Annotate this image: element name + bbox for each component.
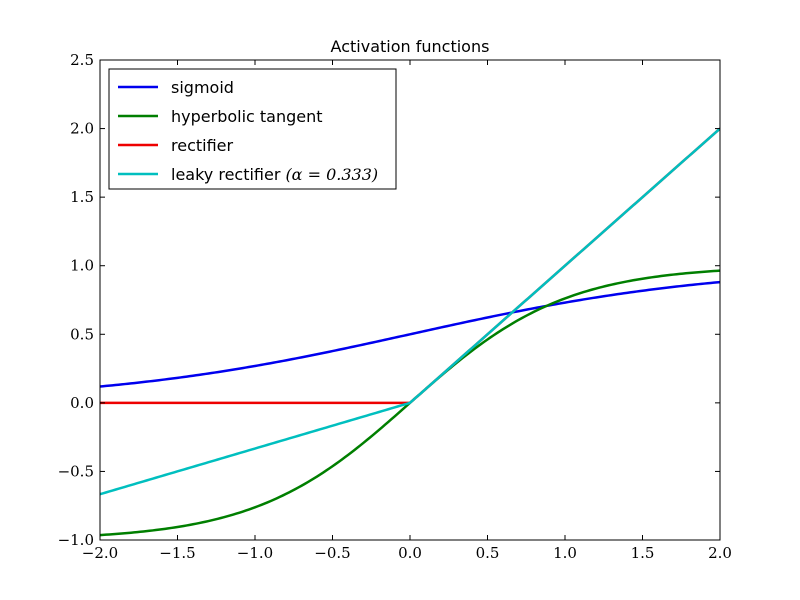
chart-title: Activation functions	[331, 37, 490, 56]
x-tick-label: 1.0	[553, 544, 577, 562]
y-tick-label: 0.5	[70, 325, 94, 343]
axis-ticks: −2.0 −1.5 −1.0 −0.5 0.0 0.5 1.0 1.5 2.0 −1.0 −0.5 0…	[58, 51, 732, 562]
y-tick-label: 1.5	[70, 188, 94, 206]
plot-area	[100, 127, 720, 537]
y-tick-label: 1.0	[70, 257, 94, 275]
series-line-3	[100, 127, 720, 496]
y-tick-label: 2.0	[70, 120, 94, 138]
x-tick-label: 2.0	[708, 544, 732, 562]
legend-label-0: sigmoid	[171, 78, 234, 97]
legend-label-2: rectifier	[171, 136, 234, 155]
series-line-0	[100, 280, 720, 388]
legend: sigmoid hyperbolic tangent rectifier leaky …	[108, 68, 397, 190]
legend-label-1: hyperbolic tangent	[171, 107, 323, 126]
x-tick-label: 0.5	[476, 544, 500, 562]
y-tick-label: 0.0	[70, 394, 94, 412]
y-tick-label: −1.0	[58, 531, 94, 549]
legend-box	[108, 68, 397, 190]
legend-label-3: leaky rectifier (α = 0.333)	[171, 165, 378, 184]
x-tick-label: −1.0	[237, 544, 273, 562]
y-tick-label: 2.5	[70, 51, 94, 69]
x-tick-label: 1.5	[631, 544, 655, 562]
x-tick-label: −1.5	[159, 544, 195, 562]
x-tick-label: −2.0	[82, 544, 118, 562]
x-tick-label: −0.5	[314, 544, 350, 562]
legend-label-math: (α = 0.333)	[285, 165, 378, 184]
x-tick-label: 0.0	[398, 544, 422, 562]
y-tick-label: −0.5	[58, 462, 94, 480]
